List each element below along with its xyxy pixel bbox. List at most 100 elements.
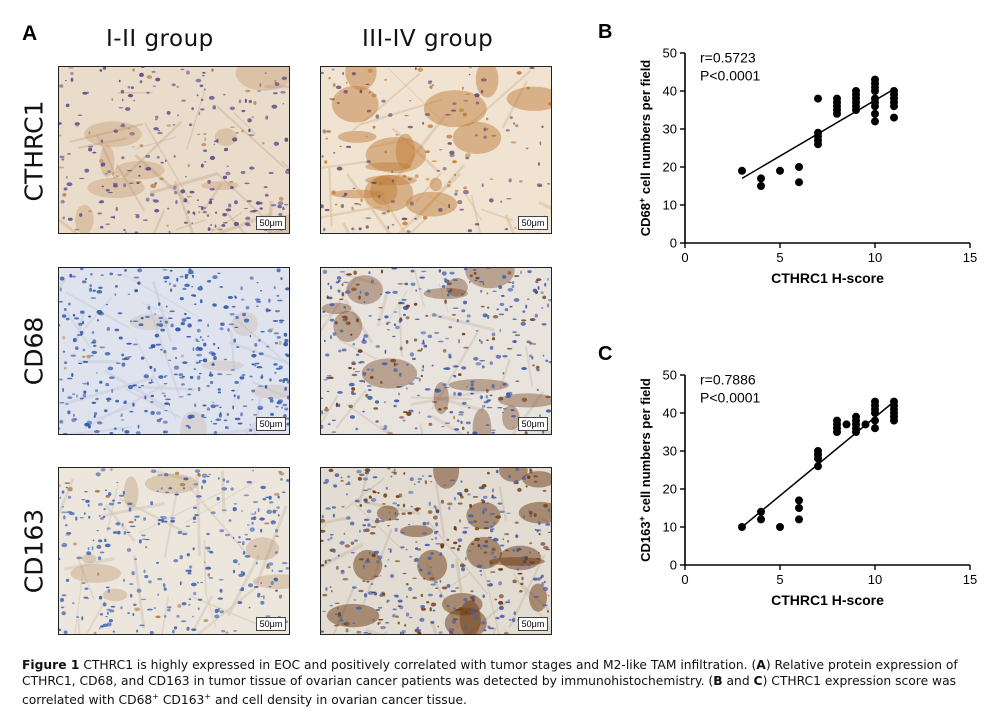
scale-bar: 50μm [518, 216, 548, 230]
scale-bar: 50μm [518, 617, 548, 631]
data-point [776, 166, 784, 175]
panel-c-plot: C 0 5 10 15 0 10 20 30 40 50 CTHRC1 H-score CD163+ c… [590, 336, 990, 636]
micrograph-cthrc1-i-ii: 50μm [58, 66, 290, 234]
y-tick-label: 10 [663, 520, 677, 535]
scatter-chart-b: B 0 5 10 15 0 10 20 30 40 50 CTHRC1 H-score CD68+ ce… [598, 21, 977, 286]
x-tick-label: 5 [776, 572, 783, 587]
data-point [842, 420, 851, 429]
panel-letter: C [598, 343, 612, 365]
data-point [795, 178, 803, 187]
data-point [738, 523, 746, 531]
caption-bold-ref: A [756, 658, 766, 672]
micrograph-texture [59, 268, 289, 434]
data-point [757, 174, 765, 183]
x-tick-label: 0 [681, 250, 688, 265]
x-tick-label: 10 [868, 572, 882, 587]
data-point [757, 182, 765, 190]
figure-label: Figure 1 [22, 658, 80, 672]
data-point [814, 462, 822, 471]
data-point [890, 113, 898, 122]
row-label-cd68: CD68 [19, 316, 49, 386]
caption-bold-ref: C [753, 674, 763, 688]
micrograph-cd68-i-ii: 50μm [58, 267, 290, 435]
data-point [776, 523, 784, 531]
y-axis-label: CD163+ cell numbers per field [637, 378, 653, 562]
data-point [833, 416, 841, 425]
panel-a-letter: A [22, 22, 38, 45]
y-tick-label: 40 [663, 84, 677, 99]
data-point [814, 447, 822, 455]
column-title-iii-iv: III-IV group [362, 26, 494, 52]
data-point [757, 515, 765, 524]
y-tick-label: 20 [663, 160, 677, 175]
y-tick-label: 0 [670, 558, 677, 573]
row-label-cd163: CD163 [19, 508, 49, 594]
x-tick-label: 15 [963, 572, 977, 587]
data-point [871, 75, 879, 84]
data-point [852, 412, 860, 421]
y-tick-label: 30 [663, 122, 677, 137]
column-title-i-ii: I-II group [106, 26, 214, 52]
p-value: P<0.0001 [700, 390, 761, 406]
data-point [871, 117, 879, 126]
y-tick-label: 50 [663, 368, 677, 383]
caption-superscript: + [152, 692, 159, 701]
micrograph-cd163-iii-iv: 50μm [320, 467, 552, 635]
micrograph-texture [59, 468, 289, 634]
y-tick-label: 20 [663, 482, 677, 497]
micrograph-texture [321, 67, 551, 233]
micrograph-cd163-i-ii: 50μm [58, 467, 290, 635]
scale-bar: 50μm [256, 417, 286, 431]
data-point [795, 163, 803, 171]
scale-bar: 50μm [256, 617, 286, 631]
caption-text: ) Relative protein expression of CTHRC1,… [22, 658, 958, 688]
scale-bar: 50μm [518, 417, 548, 431]
correlation-r: r=0.7886 [700, 372, 756, 388]
data-point [833, 94, 841, 103]
data-point [861, 420, 870, 429]
figure-caption: Figure 1 CTHRC1 is highly expressed in E… [22, 657, 997, 708]
panel-b-plot: B 0 5 10 15 0 10 20 30 40 50 CTHRC1 H-score CD68+ ce… [590, 14, 990, 304]
data-point [852, 87, 860, 95]
data-point [795, 496, 803, 505]
y-tick-label: 40 [663, 406, 677, 421]
data-point [890, 87, 898, 95]
y-tick-label: 10 [663, 198, 677, 213]
row-label-cthrc1: CTHRC1 [19, 100, 49, 202]
micrograph-cd68-iii-iv: 50μm [320, 267, 552, 435]
x-tick-label: 0 [681, 572, 688, 587]
data-point [871, 416, 879, 425]
caption-bold-ref: B [713, 674, 723, 688]
y-tick-label: 50 [663, 46, 677, 61]
data-point [795, 515, 803, 524]
caption-text: and [722, 674, 754, 688]
data-point [814, 128, 822, 137]
caption-text: CD163 [158, 693, 205, 708]
data-point [738, 166, 746, 175]
caption-superscript: + [204, 692, 212, 701]
panel-letter: B [598, 21, 612, 43]
data-point [871, 109, 879, 118]
micrograph-cthrc1-iii-iv: 50μm [320, 66, 552, 234]
y-tick-label: 0 [670, 236, 677, 251]
data-point [871, 397, 879, 406]
data-point [757, 507, 765, 516]
x-axis-label: CTHRC1 H-score [771, 270, 884, 286]
micrograph-texture [321, 468, 551, 634]
data-point [890, 397, 898, 406]
data-point [795, 504, 803, 512]
scale-bar: 50μm [256, 216, 286, 230]
p-value: P<0.0001 [700, 68, 761, 84]
correlation-r: r=0.5723 [700, 50, 756, 66]
micrograph-texture [59, 67, 289, 233]
data-point [871, 424, 879, 433]
x-tick-label: 15 [963, 250, 977, 265]
data-point [814, 94, 822, 103]
caption-text: ) CTHRC1 expression score was correlated… [22, 674, 957, 708]
micrograph-texture [321, 268, 551, 434]
caption-text: and cell density in ovarian cancer tissu… [211, 693, 467, 708]
x-axis-label: CTHRC1 H-score [771, 592, 884, 608]
x-tick-label: 10 [868, 250, 882, 265]
data-point [871, 94, 879, 103]
x-tick-label: 5 [776, 250, 783, 265]
